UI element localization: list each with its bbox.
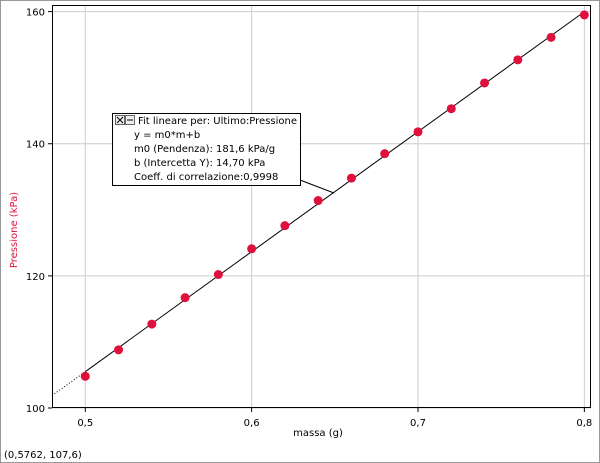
annotation-correlation: Coeff. di correlazione:0,9998 (134, 172, 278, 183)
x-tick-label: 0,8 (576, 418, 592, 429)
data-point (579, 10, 589, 20)
y-tick-label: 120 (26, 272, 45, 283)
data-point (280, 221, 290, 231)
x-tick-label: 0,6 (244, 418, 260, 429)
data-point (213, 270, 223, 280)
data-point (80, 371, 90, 381)
data-point (546, 32, 556, 42)
status-coordinates: (0,5762, 107,6) (4, 450, 82, 461)
data-point (313, 196, 323, 206)
data-point (147, 319, 157, 329)
x-axis-label: massa (g) (293, 428, 343, 439)
data-point (446, 104, 456, 114)
annotation-box (112, 113, 301, 186)
data-point (247, 244, 257, 254)
annotation-intercept: b (Intercetta Y): 14,70 kPa (134, 158, 265, 169)
annotation-equation: y = m0*m+b (134, 130, 200, 141)
y-tick-label: 160 (26, 8, 45, 19)
fit-extension (51, 371, 86, 397)
data-point (413, 127, 423, 137)
data-point (480, 78, 490, 88)
data-point (513, 55, 523, 65)
data-point (346, 173, 356, 183)
x-tick-label: 0,7 (410, 418, 426, 429)
data-point (380, 149, 390, 159)
plot-border (52, 5, 591, 408)
annotation-leader (299, 179, 335, 194)
y-axis-label: Pressione (kPa) (9, 192, 20, 268)
fit-line (84, 11, 585, 373)
y-tick-label: 100 (26, 404, 45, 415)
data-point (180, 293, 190, 303)
annotation-title: Fit lineare per: Ultimo:Pressione (138, 116, 297, 127)
y-tick-label: 140 (26, 140, 45, 151)
data-point (114, 345, 124, 355)
close-icon (116, 116, 124, 124)
annotation-slope: m0 (Pendenza): 181,6 kPa/g (134, 144, 275, 155)
x-tick-label: 0,5 (77, 418, 93, 429)
